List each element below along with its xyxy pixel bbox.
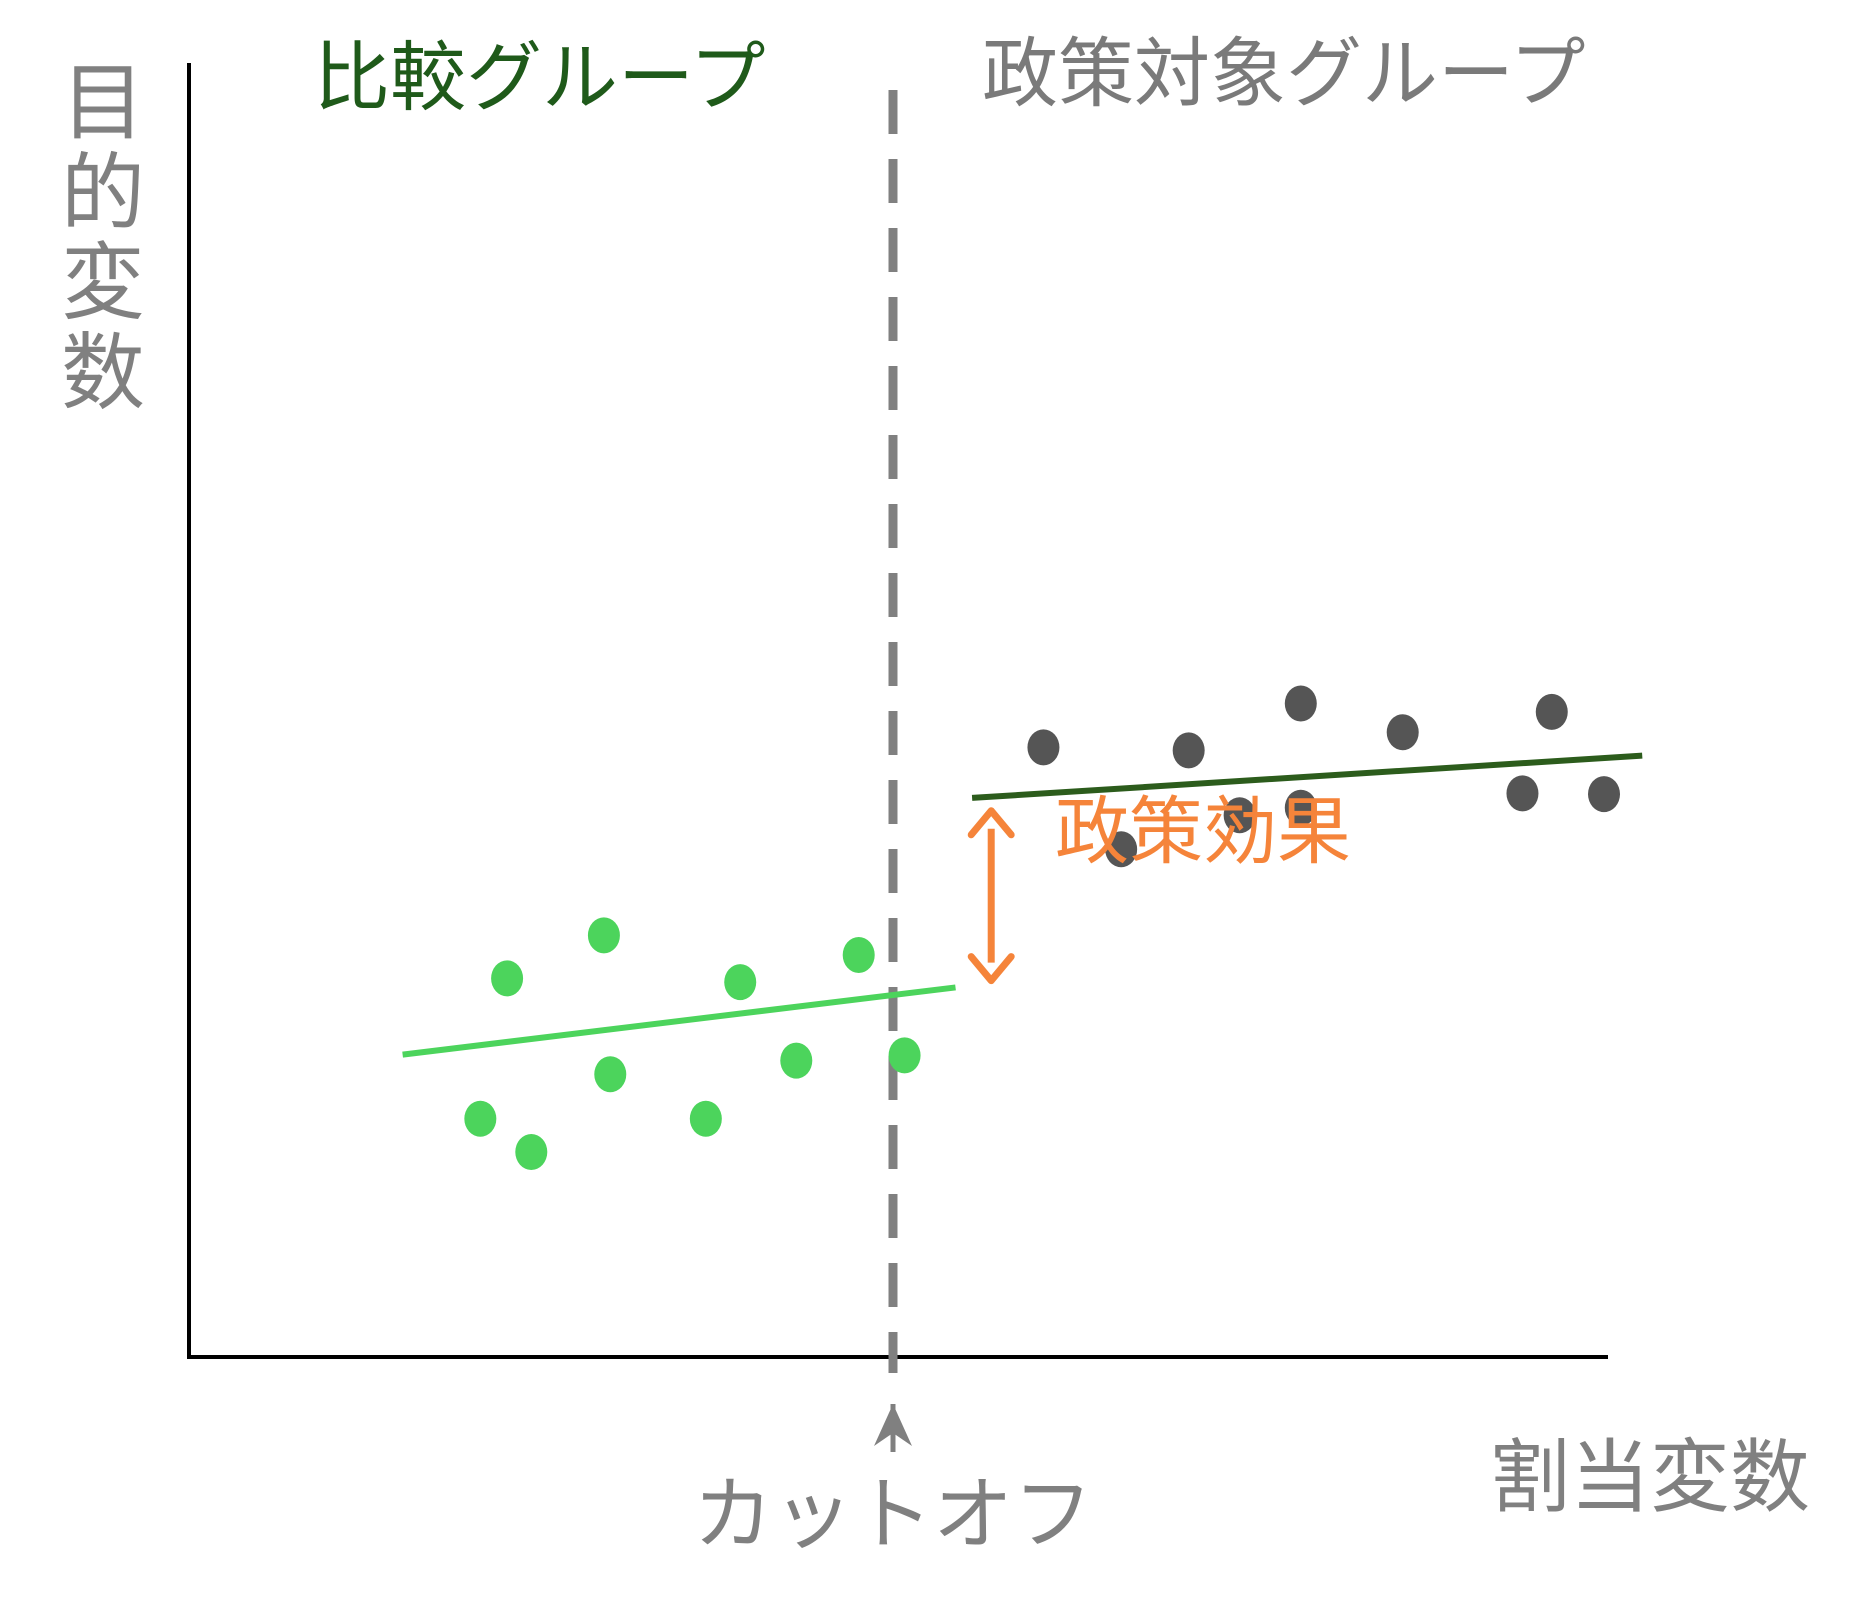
comparison-fit-layer — [402, 984, 956, 1058]
policy-effect-arrow — [967, 807, 1015, 985]
comparison-points-layer — [464, 917, 921, 1171]
comparison-point — [888, 1037, 921, 1074]
comparison-point — [780, 1042, 813, 1079]
comparison-point — [464, 1100, 497, 1137]
treatment-group-label: 政策対象グループ — [982, 29, 1586, 118]
treatment-point — [1588, 776, 1620, 813]
treatment-points-layer — [1027, 685, 1620, 868]
comparison-point — [587, 917, 620, 954]
comparison-point — [689, 1100, 722, 1137]
treatment-point — [1535, 693, 1568, 730]
cutoff-arrow-head — [874, 1404, 912, 1446]
treatment-point — [1506, 775, 1539, 812]
treatment-point — [1172, 732, 1205, 769]
effect-arrow-head-down — [967, 953, 1015, 985]
comparison-point — [842, 936, 875, 973]
comparison-point — [724, 964, 757, 1001]
comparison-group-label: 比較グループ — [314, 33, 766, 122]
y-axis-label-char: 変 — [60, 234, 145, 332]
comparison-point — [594, 1056, 627, 1093]
y-axis-label-char: 数 — [60, 324, 145, 422]
x-axis-label: 割当変数 — [1490, 1431, 1810, 1524]
treatment-point — [1027, 729, 1060, 766]
treatment-point — [1223, 797, 1256, 834]
y-axis-label-char: 的 — [60, 144, 145, 242]
treatment-point — [1105, 831, 1138, 868]
effect-arrow-head-up — [967, 807, 1015, 839]
treatment-fit-layer — [971, 752, 1643, 801]
treatment-point — [1284, 685, 1317, 722]
treatment-point — [1284, 789, 1317, 826]
y-axis-label-char: 目 — [60, 54, 145, 152]
comparison-point — [491, 960, 524, 997]
comparison-point — [515, 1134, 548, 1171]
treatment-fit-line — [971, 752, 1643, 801]
policy-effect-label: 政策効果 — [1055, 789, 1351, 875]
y-axis-label: 目 的 変 数 — [58, 58, 148, 418]
treatment-point — [1386, 714, 1419, 751]
cutoff-label: カットオフ — [693, 1468, 1093, 1561]
comparison-fit-line — [402, 984, 956, 1058]
